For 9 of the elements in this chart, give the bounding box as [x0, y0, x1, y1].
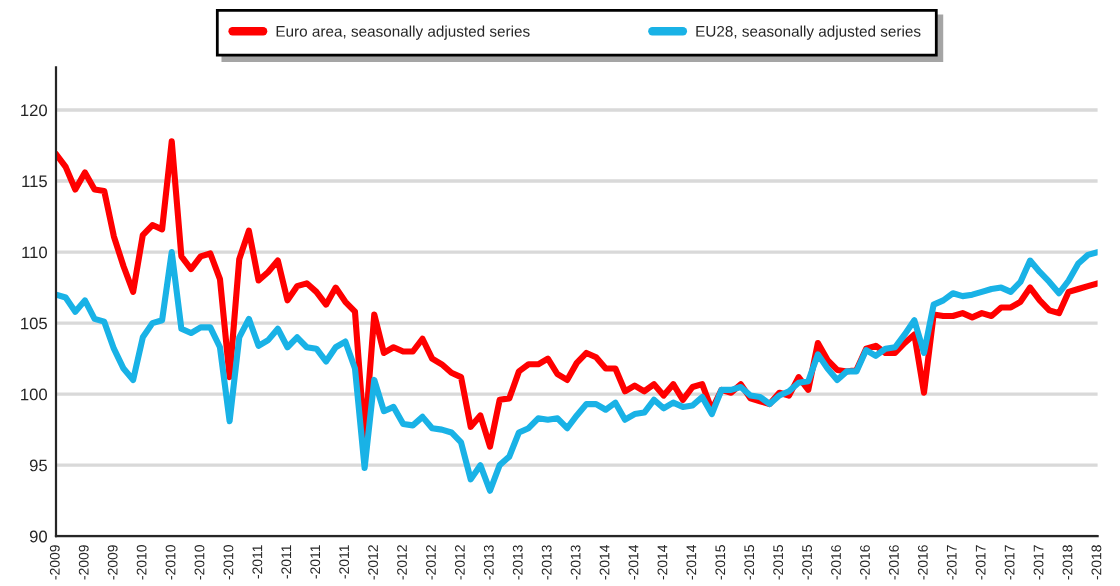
y-tick-label: 110 — [22, 246, 48, 259]
y-tick-label: 95 — [29, 459, 47, 472]
line-series — [56, 138, 1098, 450]
y-tick-label: 115 — [22, 175, 47, 188]
y-tick-label: 120 — [21, 104, 48, 117]
y-tick-label: 100 — [21, 388, 48, 401]
line-series — [56, 249, 1098, 494]
y-tick-label: 90 — [29, 530, 48, 543]
y-tick-label: 105 — [21, 317, 47, 330]
